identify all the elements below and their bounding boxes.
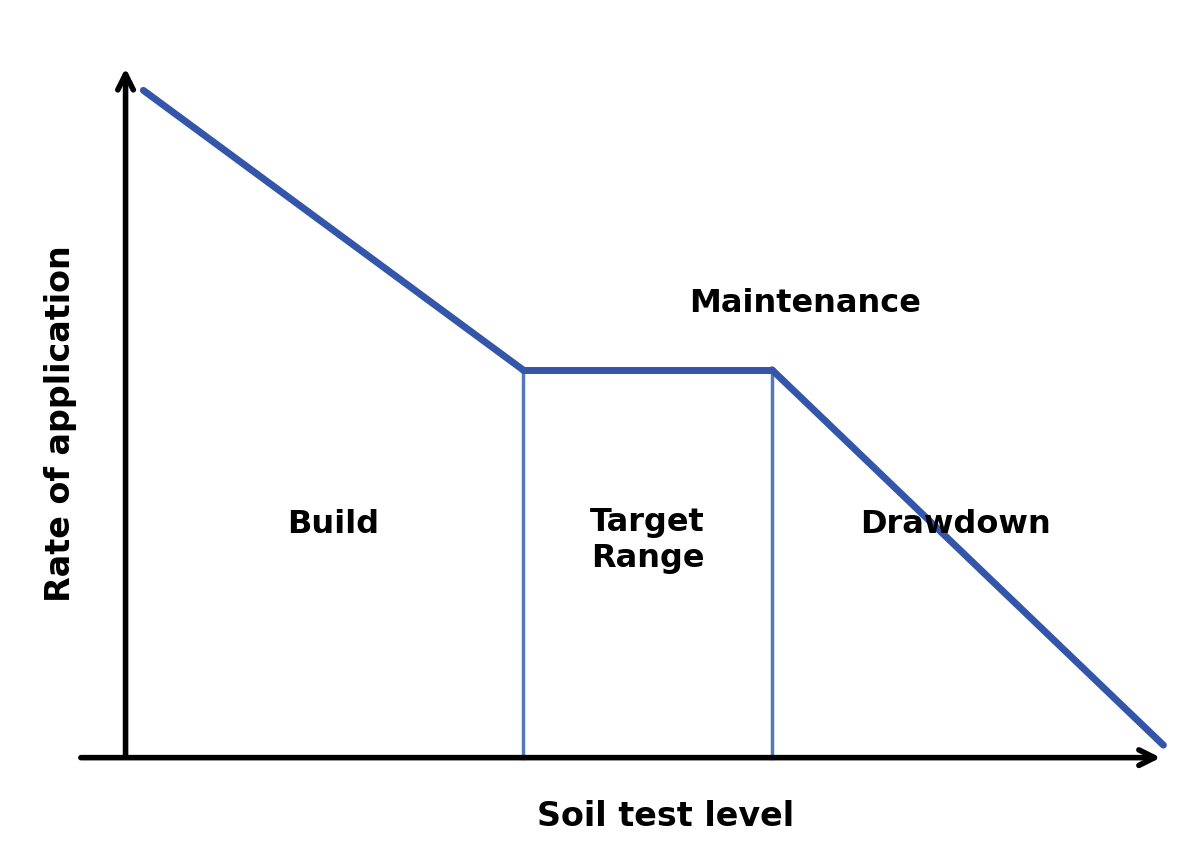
Text: Target
Range: Target Range	[590, 507, 704, 574]
Text: Soil test level: Soil test level	[536, 800, 793, 833]
Text: Rate of application: Rate of application	[44, 246, 77, 602]
Text: Build: Build	[287, 509, 379, 539]
Text: Maintenance: Maintenance	[689, 287, 920, 319]
Text: Drawdown: Drawdown	[860, 509, 1051, 539]
